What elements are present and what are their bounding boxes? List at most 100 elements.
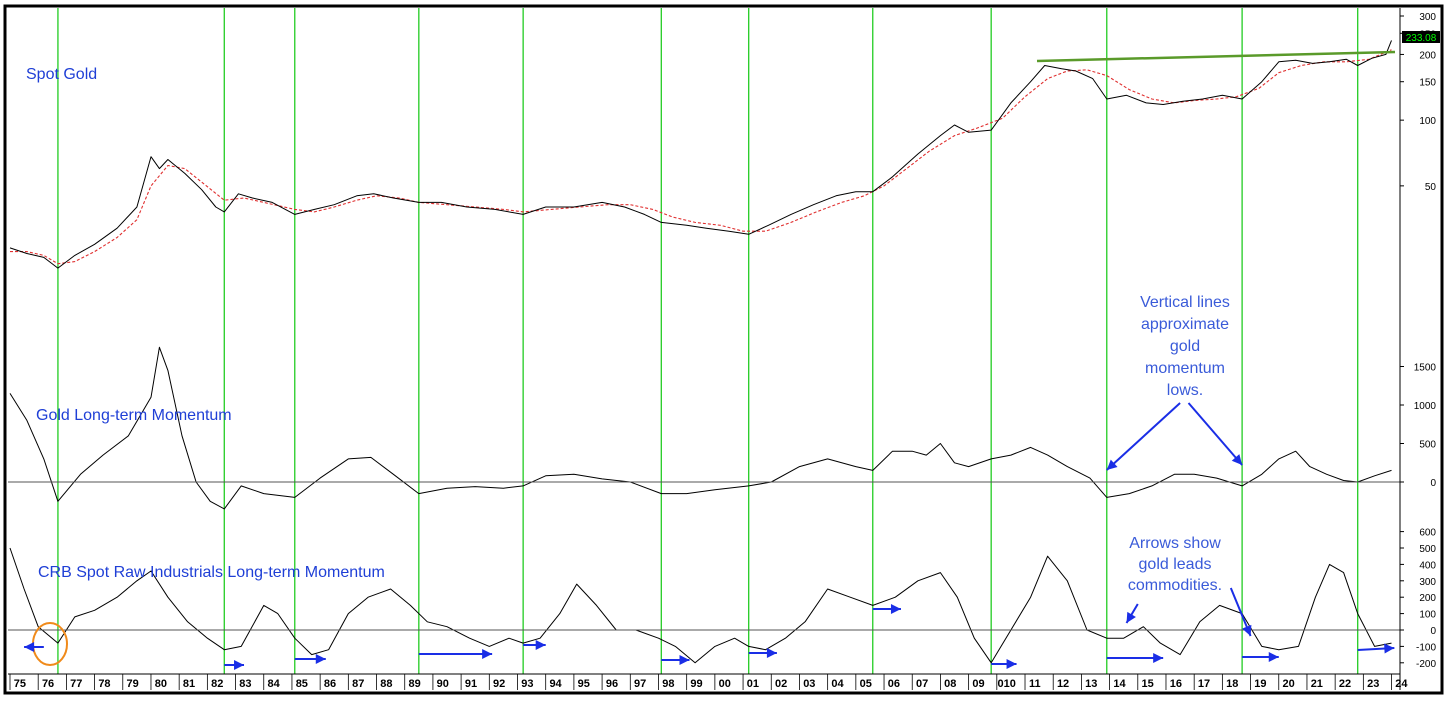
- crb-momentum-tick-300: 300: [1419, 577, 1436, 588]
- x-tick-label-39: 14: [1113, 678, 1126, 690]
- annotation-vertical-4: momentum: [1145, 360, 1225, 377]
- x-tick-label-6: 81: [183, 678, 195, 690]
- x-tick-label-21: 96: [606, 678, 618, 690]
- x-tick-label-44: 19: [1254, 678, 1266, 690]
- x-tick-label-40: 15: [1142, 678, 1154, 690]
- x-tick-label-28: 03: [803, 678, 815, 690]
- x-tick-label-16: 91: [465, 678, 477, 690]
- arrow-head-10: [1268, 652, 1279, 662]
- chart-frame: [3, 4, 1444, 695]
- arrow-head-8: [1006, 659, 1017, 669]
- gold-price-tick-300: 300: [1419, 12, 1436, 23]
- x-tick-label-29: 04: [831, 678, 844, 690]
- x-tick-label-37: 12: [1057, 678, 1069, 690]
- gold-price-tick-50: 50: [1425, 182, 1437, 193]
- arrow-head-9: [1153, 653, 1164, 663]
- crb-momentum-tick--100: -100: [1416, 642, 1436, 653]
- arrow-head-4: [535, 640, 546, 650]
- gold-moving-average-line: [10, 49, 1392, 265]
- annotation-arrows-3: commodities.: [1128, 577, 1222, 594]
- x-tick-label-49: 24: [1395, 678, 1408, 690]
- annotation-vertical-1: Vertical lines: [1140, 294, 1230, 311]
- axes-layer: 50100150200250300050010001500-200-100010…: [8, 8, 1436, 690]
- x-tick-label-47: 22: [1339, 678, 1351, 690]
- x-tick-label-14: 89: [408, 678, 420, 690]
- x-tick-label-17: 92: [493, 678, 505, 690]
- arrows-layer: [24, 402, 1395, 670]
- arrow-head-7: [890, 604, 901, 614]
- crb-momentum-tick-600: 600: [1419, 528, 1436, 539]
- crb-momentum-tick--200: -200: [1416, 659, 1436, 670]
- gold-price-line: [9, 40, 1392, 269]
- x-tick-label-25: 00: [719, 678, 731, 690]
- crb-momentum-tick-500: 500: [1419, 544, 1436, 555]
- arrow-head-15: [1242, 624, 1252, 636]
- x-tick-label-8: 83: [239, 678, 251, 690]
- crb-momentum-tick-100: 100: [1419, 610, 1436, 621]
- x-tick-label-23: 98: [662, 678, 674, 690]
- x-tick-label-22: 97: [634, 678, 646, 690]
- arrow-shaft-13: [1187, 402, 1243, 466]
- x-tick-label-24: 99: [690, 678, 702, 690]
- panel-title-spot-gold: Spot Gold: [26, 66, 97, 83]
- x-tick-label-15: 90: [437, 678, 449, 690]
- panel-title-gold-momentum: Gold Long-term Momentum: [36, 407, 232, 424]
- arrow-head-6: [766, 648, 777, 658]
- x-tick-label-11: 86: [324, 678, 336, 690]
- x-tick-label-7: 82: [211, 678, 223, 690]
- x-tick-label-20: 95: [578, 678, 590, 690]
- x-tick-label-26: 01: [747, 678, 759, 690]
- x-tick-label-33: 08: [944, 678, 956, 690]
- x-tick-label-4: 79: [127, 678, 139, 690]
- crb-momentum-tick-200: 200: [1419, 593, 1436, 604]
- x-tick-label-1: 76: [42, 678, 54, 690]
- annotation-vertical-2: approximate: [1141, 316, 1229, 333]
- annotation-arrows-2: gold leads: [1139, 556, 1212, 573]
- x-tick-label-45: 20: [1283, 678, 1295, 690]
- gold-momentum-tick-1000: 1000: [1414, 401, 1437, 412]
- resistance-trendline: [1036, 50, 1396, 63]
- arrow-head-5: [679, 655, 690, 665]
- x-tick-label-41: 16: [1170, 678, 1182, 690]
- x-tick-label-31: 06: [888, 678, 900, 690]
- gold-price-tick-200: 200: [1419, 50, 1436, 61]
- panel-title-crb-momentum: CRB Spot Raw Industrials Long-term Momen…: [38, 564, 385, 581]
- x-tick-label-32: 07: [916, 678, 928, 690]
- last-value-badge: [1402, 31, 1440, 43]
- arrow-head-3: [482, 649, 493, 659]
- arrow-head-13: [1231, 454, 1243, 465]
- x-tick-label-42: 17: [1198, 678, 1210, 690]
- annotation-vertical-5: lows.: [1167, 382, 1203, 399]
- gold-momentum-tick-500: 500: [1419, 440, 1436, 451]
- x-tick-label-36: 11: [1029, 678, 1041, 690]
- x-tick-label-46: 21: [1311, 678, 1323, 690]
- x-tick-label-12: 87: [352, 678, 364, 690]
- crb-momentum-tick-400: 400: [1419, 560, 1436, 571]
- last-value-label: 233.08: [1406, 33, 1437, 44]
- x-tick-label-5: 80: [155, 678, 167, 690]
- gold-price-tick-150: 150: [1419, 78, 1436, 89]
- x-tick-label-48: 23: [1367, 678, 1379, 690]
- gold-price-tick-100: 100: [1419, 116, 1436, 127]
- x-tick-label-38: 13: [1085, 678, 1097, 690]
- arrow-head-2: [315, 654, 326, 664]
- x-tick-label-35: 010: [998, 678, 1016, 690]
- x-tick-label-27: 02: [775, 678, 787, 690]
- arrow-shaft-12: [1106, 402, 1181, 471]
- gold-momentum-tick-0: 0: [1430, 478, 1436, 489]
- x-tick-label-0: 75: [14, 678, 26, 690]
- x-tick-label-9: 84: [267, 678, 280, 690]
- x-tick-label-18: 93: [521, 678, 533, 690]
- x-tick-label-13: 88: [380, 678, 392, 690]
- arrow-head-14: [1126, 611, 1136, 623]
- x-tick-label-10: 85: [296, 678, 308, 690]
- arrow-head-11: [1384, 643, 1395, 654]
- annotation-arrows-1: Arrows show: [1129, 535, 1221, 552]
- arrow-head-0: [24, 642, 35, 652]
- arrow-head-12: [1106, 459, 1118, 470]
- x-tick-label-19: 94: [549, 678, 562, 690]
- x-tick-label-3: 78: [98, 678, 110, 690]
- annotation-vertical-3: gold: [1170, 338, 1200, 355]
